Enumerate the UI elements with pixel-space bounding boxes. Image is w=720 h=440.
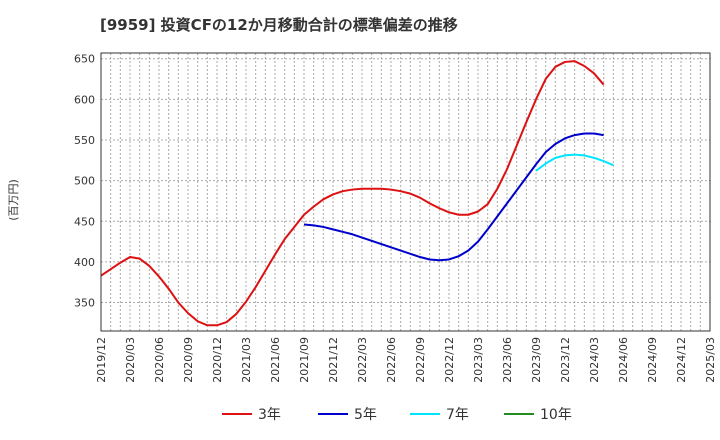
series-line-5年 xyxy=(303,132,604,262)
x-tick-label: 2024/06 xyxy=(617,337,630,383)
legend-label: 7年 xyxy=(446,407,469,423)
series-line-3年 xyxy=(100,60,605,327)
x-tick-label: 2024/03 xyxy=(588,337,601,383)
x-tick-label: 2022/09 xyxy=(414,337,427,383)
y-tick-label: 650 xyxy=(74,53,95,66)
legend-item: 3年 xyxy=(222,407,281,423)
x-tick-label: 2021/06 xyxy=(269,337,282,383)
legend-label: 3年 xyxy=(258,407,281,423)
x-tick-label: 2021/09 xyxy=(298,337,311,383)
y-axis-label: (百万円) xyxy=(7,179,20,221)
series-lines xyxy=(100,60,614,327)
x-tick-label: 2021/12 xyxy=(327,337,340,383)
x-tick-label: 2023/09 xyxy=(530,337,543,383)
x-tick-label: 2020/12 xyxy=(211,337,224,383)
x-tick-label: 2022/06 xyxy=(385,337,398,383)
legend-item: 10年 xyxy=(504,407,572,423)
x-tick-label: 2020/06 xyxy=(153,337,166,383)
x-axis-ticks: 2019/12 2020/03 2020/06 2020/09 2020/12 2021/… xyxy=(95,337,717,383)
y-tick-label: 350 xyxy=(74,297,95,310)
legend-item: 5年 xyxy=(318,407,377,423)
y-tick-label: 500 xyxy=(74,175,95,188)
x-tick-label: 2020/09 xyxy=(182,337,195,383)
x-tick-label: 2022/03 xyxy=(356,337,369,383)
plot-border xyxy=(100,52,711,332)
legend-item: 7年 xyxy=(410,407,469,423)
grid xyxy=(101,53,710,331)
x-tick-label: 2025/03 xyxy=(704,337,717,383)
y-tick-label: 600 xyxy=(74,93,95,106)
legend-label: 5年 xyxy=(354,407,377,423)
x-tick-label: 2023/03 xyxy=(472,337,485,383)
y-tick-label: 450 xyxy=(74,215,95,228)
y-axis-ticks: 350 400 450 500 550 600 650 xyxy=(74,53,95,310)
x-tick-label: 2024/12 xyxy=(675,337,688,383)
x-tick-label: 2021/03 xyxy=(240,337,253,383)
y-tick-label: 400 xyxy=(74,256,95,269)
x-tick-label: 2023/06 xyxy=(501,337,514,383)
legend: 3年 5年 7年 10年 xyxy=(222,407,572,423)
y-tick-label: 550 xyxy=(74,134,95,147)
x-tick-label: 2020/03 xyxy=(124,337,137,383)
series-line-7年 xyxy=(535,153,614,172)
x-tick-label: 2019/12 xyxy=(95,337,108,383)
x-tick-label: 2024/09 xyxy=(646,337,659,383)
chart-title: [9959] 投資CFの12か月移動合計の標準偏差の推移 xyxy=(100,16,458,34)
legend-label: 10年 xyxy=(540,407,572,423)
x-tick-label: 2022/12 xyxy=(443,337,456,383)
x-tick-label: 2023/12 xyxy=(559,337,572,383)
